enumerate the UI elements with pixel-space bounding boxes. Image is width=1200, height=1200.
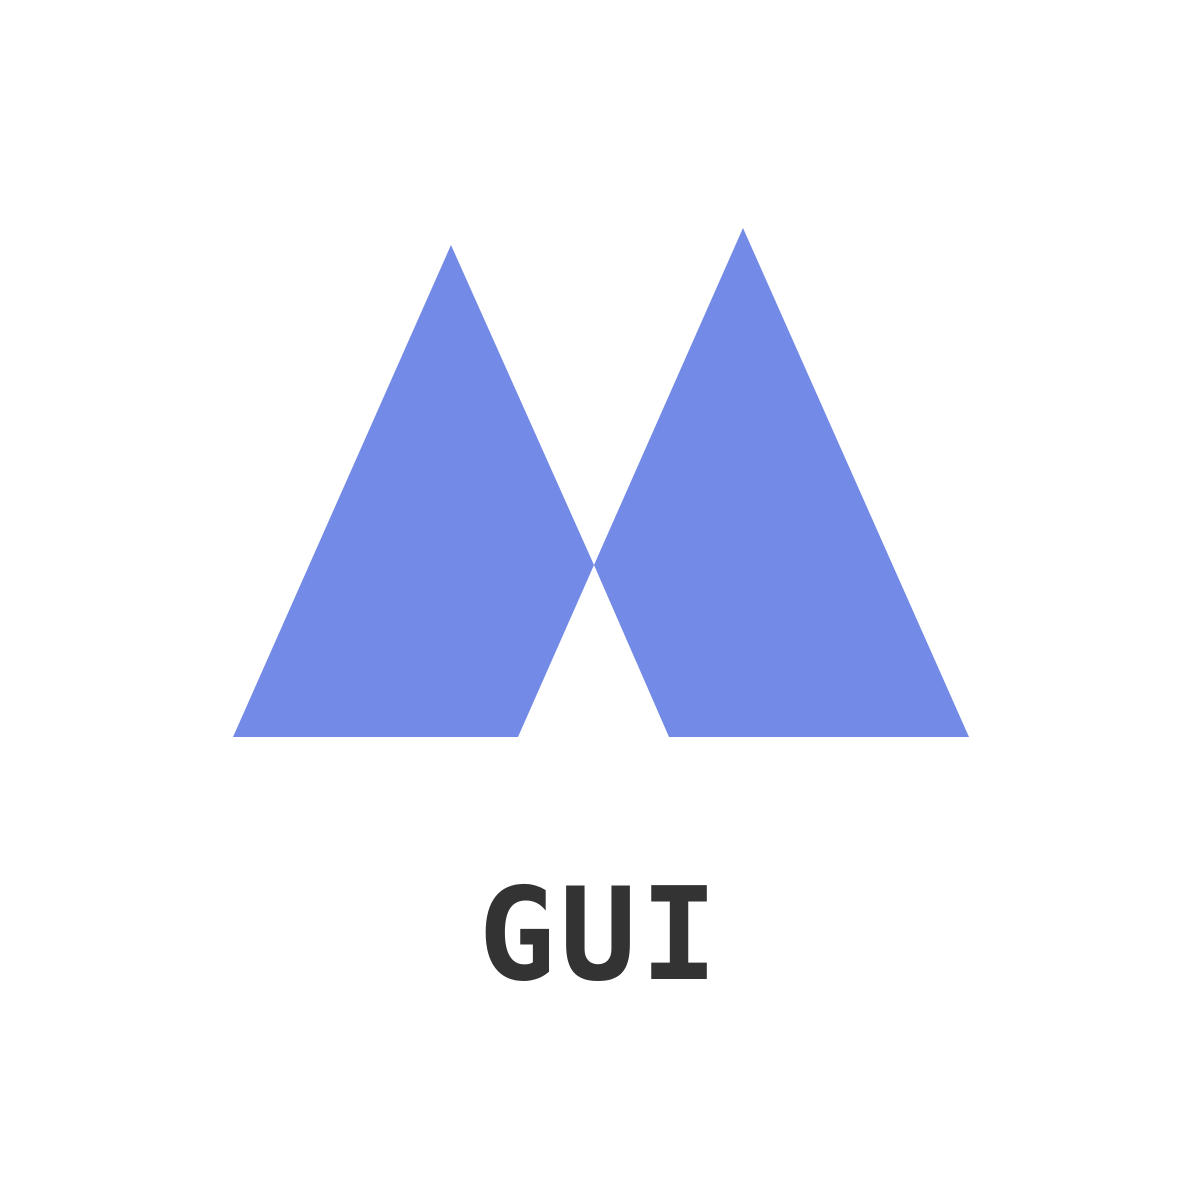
right-peak-shape (594, 228, 969, 737)
left-peak-shape (233, 245, 594, 737)
wordmark-text: GUI (478, 861, 722, 1010)
